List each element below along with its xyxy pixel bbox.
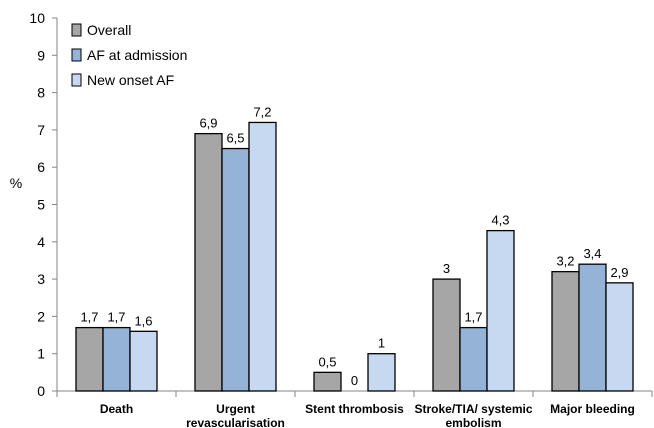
data-label: 0 (351, 373, 358, 388)
y-tick-label: 9 (37, 47, 45, 63)
bar (194, 132, 223, 392)
legend-swatch (71, 48, 82, 62)
legend: Overall AF at admission New onset AF (71, 22, 187, 88)
y-tick-label: 3 (37, 271, 45, 287)
y-tick-label: 0 (37, 383, 45, 399)
bar (102, 326, 131, 392)
data-labels: 1,7 1,7 1,6 6,9 6,5 7,2 0,5 0 1 3 1,7 4,3 3,2 3,4 2,9 (80, 104, 628, 388)
bar (129, 330, 158, 392)
y-tick-label: 6 (37, 159, 45, 175)
bar (605, 282, 634, 392)
bar (221, 147, 250, 392)
data-label: 6,9 (199, 116, 217, 131)
data-label: 4,3 (491, 213, 509, 228)
bar (551, 270, 580, 392)
bar (367, 353, 396, 392)
data-label: 3 (443, 261, 450, 276)
data-label: 3,2 (556, 254, 574, 269)
bars (75, 121, 634, 392)
y-tick-label: 7 (37, 122, 45, 138)
data-label: 1,7 (107, 310, 125, 325)
bar (486, 229, 515, 392)
y-tick-label: 8 (37, 85, 45, 101)
data-label: 1,6 (134, 313, 152, 328)
y-tick-label: 5 (37, 197, 45, 213)
bar (432, 278, 461, 392)
x-tick-label: Major bleeding (550, 402, 635, 416)
y-axis-label: % (10, 175, 22, 191)
y-tick-label: 4 (37, 234, 45, 250)
data-label: 2,9 (610, 265, 628, 280)
y-tick-label: 10 (29, 10, 45, 26)
x-tick-label: Stroke/TIA/ systemic embolism (414, 402, 532, 428)
y-tick-label: 1 (37, 346, 45, 362)
y-tick-label: 2 (37, 308, 45, 324)
data-label: 0,5 (318, 354, 336, 369)
legend-label: New onset AF (87, 72, 174, 88)
x-tick-label: Stent thrombosis (305, 402, 404, 416)
x-tick-label: Death (100, 402, 133, 416)
legend-swatch (71, 23, 82, 37)
data-label: 1 (378, 336, 385, 351)
data-label: 1,7 (80, 310, 98, 325)
x-tick-label: Urgent revascularisation (186, 402, 285, 428)
bar (75, 326, 104, 392)
data-label: 7,2 (253, 104, 271, 119)
legend-label: AF at admission (87, 47, 187, 63)
bar (578, 263, 607, 392)
bar (248, 121, 277, 392)
bar (313, 371, 342, 392)
bar (459, 326, 488, 392)
data-label: 6,5 (226, 131, 244, 146)
legend-label: Overall (87, 22, 131, 38)
data-label: 3,4 (583, 246, 601, 261)
data-label: 1,7 (464, 310, 482, 325)
legend-swatch (71, 73, 82, 87)
